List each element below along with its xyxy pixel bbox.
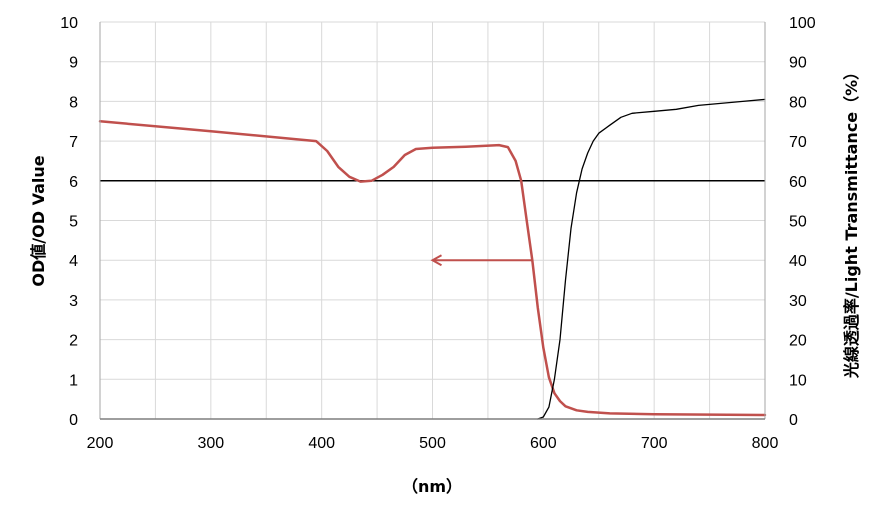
y-tick-label-left: 4 [69,253,78,270]
y-tick-label-right: 40 [789,253,807,270]
y-tick-label-left: 1 [69,372,78,389]
y-tick-label-right: 0 [789,412,798,429]
y-tick-label-left: 5 [69,214,78,231]
y-tick-label-right: 100 [789,15,816,32]
axes-group [99,22,766,420]
y-tick-label-left: 3 [69,293,78,310]
y-tick-label-right: 50 [789,214,807,231]
arrow-head [430,254,442,267]
tick-labels: 200 300 400 500 600 700 8000123456789100102030… [60,15,816,452]
y-tick-label-right: 10 [789,372,807,389]
x-tick-label: 700 [641,435,668,452]
y-tick-label-right: 20 [789,333,807,350]
y-tick-label-left: 9 [69,55,78,72]
x-tick-label: 800 [752,435,779,452]
y-tick-label-right: 70 [789,134,807,151]
series-group [98,98,767,420]
y-tick-label-left: 10 [60,15,78,32]
annotation-arrow-group [430,254,533,267]
x-tick-label: 500 [419,435,446,452]
y-tick-label-right: 60 [789,174,807,191]
y-tick-label-left: 8 [69,94,78,111]
od-line [98,120,767,417]
y-axis-left-title: OD値/OD Value [29,155,48,286]
x-tick-label: 200 [87,435,114,452]
y-tick-label-right: 30 [789,293,807,310]
y-tick-label-left: 2 [69,333,78,350]
x-tick-label: 600 [530,435,557,452]
x-axis-title: （nm） [402,477,462,496]
y-tick-label-left: 0 [69,412,78,429]
y-tick-label-left: 7 [69,134,78,151]
y-axis-right-title: 光線透過率/Light Transmittance（%） [842,64,861,379]
transmittance-line [537,98,766,420]
y-tick-label-left: 6 [69,174,78,191]
y-tick-label-right: 90 [789,55,807,72]
gridlines [100,21,765,419]
x-tick-label: 300 [197,435,224,452]
y-tick-label-right: 80 [789,94,807,111]
x-tick-label: 400 [308,435,335,452]
